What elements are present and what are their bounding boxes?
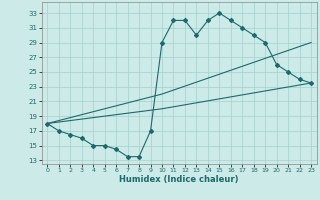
- X-axis label: Humidex (Indice chaleur): Humidex (Indice chaleur): [119, 175, 239, 184]
